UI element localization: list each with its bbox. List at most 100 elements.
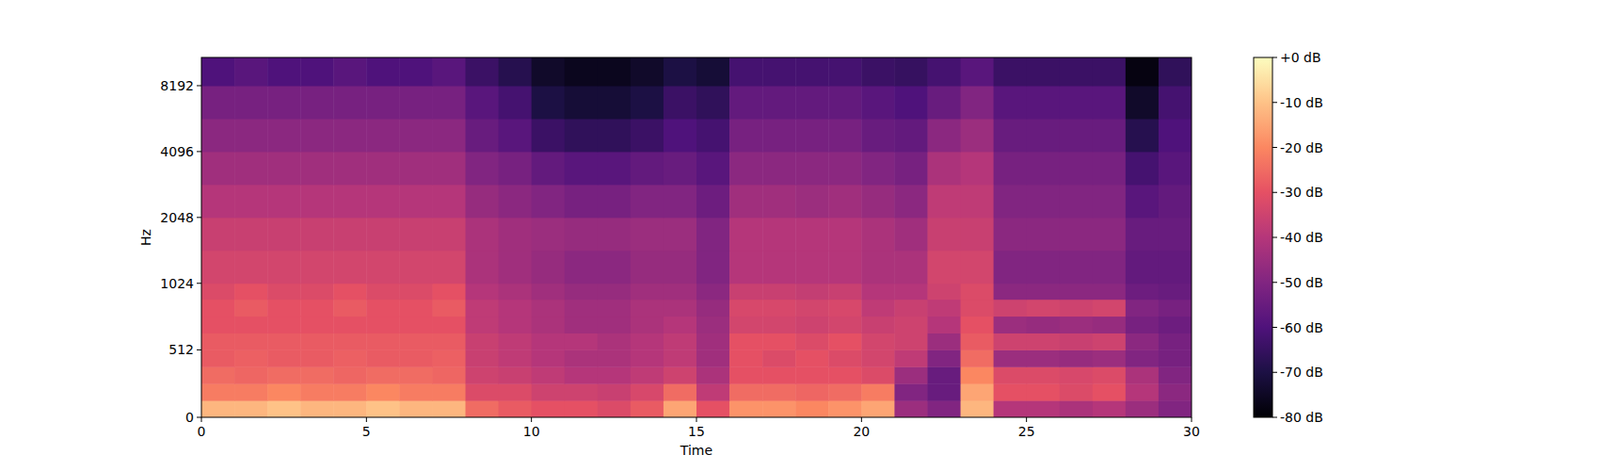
- cell: [927, 85, 961, 119]
- cell: [333, 383, 368, 400]
- cell: [828, 316, 863, 334]
- cell: [366, 400, 400, 417]
- cell: [630, 383, 665, 400]
- cell: [1158, 400, 1192, 417]
- cell: [465, 349, 500, 367]
- cell: [531, 316, 566, 334]
- cell: [366, 383, 400, 400]
- cell: [795, 217, 830, 251]
- cell: [234, 217, 269, 251]
- y-tick: [196, 349, 202, 351]
- cell: [300, 151, 335, 185]
- cell: [762, 283, 797, 300]
- cell: [1158, 184, 1192, 218]
- cell: [300, 400, 335, 417]
- cell: [366, 283, 400, 300]
- x-tick-label: 25: [1018, 423, 1036, 439]
- cell: [531, 400, 566, 417]
- cell: [894, 349, 928, 367]
- cell: [1158, 349, 1192, 367]
- cell: [267, 250, 302, 284]
- cell: [1092, 283, 1127, 300]
- cell: [432, 151, 466, 185]
- cell: [663, 184, 698, 218]
- cell: [1125, 85, 1160, 119]
- cell: [960, 250, 995, 284]
- cell: [498, 332, 533, 350]
- cell: [1059, 400, 1094, 417]
- cell: [828, 349, 863, 367]
- cell: [795, 316, 830, 334]
- cell: [960, 85, 995, 119]
- colorbar-tick: [1272, 371, 1278, 373]
- colorbar-tick-label: -50 dB: [1280, 274, 1324, 290]
- cell: [630, 217, 665, 251]
- cell: [993, 184, 1028, 218]
- cell: [432, 299, 466, 317]
- cell: [993, 118, 1028, 152]
- x-tick-label: 30: [1183, 423, 1200, 439]
- cell: [432, 217, 466, 251]
- cell: [1158, 332, 1192, 350]
- cell: [333, 151, 368, 185]
- cell: [1092, 184, 1127, 218]
- cell: [696, 316, 731, 334]
- cell: [300, 349, 335, 367]
- cell: [300, 118, 335, 152]
- cell: [1059, 283, 1094, 300]
- cell: [1092, 316, 1127, 334]
- cell: [1059, 118, 1094, 152]
- cell: [1158, 383, 1192, 400]
- cell: [564, 332, 599, 350]
- cell: [828, 299, 863, 317]
- cell: [927, 316, 961, 334]
- cell: [597, 332, 632, 350]
- cell: [234, 299, 269, 317]
- cell: [663, 151, 698, 185]
- cell: [960, 383, 995, 400]
- cell: [201, 383, 236, 400]
- cell: [399, 184, 433, 218]
- cell: [795, 366, 830, 384]
- cell: [1026, 283, 1061, 300]
- cell: [531, 332, 566, 350]
- cell: [564, 316, 599, 334]
- cell: [300, 366, 335, 384]
- cell: [927, 151, 961, 185]
- cell: [861, 217, 896, 251]
- cell: [564, 151, 599, 185]
- cell: [1158, 151, 1192, 185]
- cell: [1125, 184, 1160, 218]
- cell: [795, 283, 830, 300]
- cell: [465, 383, 500, 400]
- cell: [696, 85, 731, 119]
- cell: [1026, 316, 1061, 334]
- cell: [531, 85, 566, 119]
- cell: [300, 217, 335, 251]
- cell: [927, 184, 961, 218]
- colorbar-tick-label: -70 dB: [1280, 364, 1324, 380]
- cell: [234, 366, 269, 384]
- cell: [729, 400, 764, 417]
- cell: [564, 217, 599, 251]
- cell: [1158, 316, 1192, 334]
- cell: [432, 316, 466, 334]
- cell: [300, 283, 335, 300]
- cell: [564, 184, 599, 218]
- cell: [597, 299, 632, 317]
- cell: [267, 184, 302, 218]
- cell: [1125, 283, 1160, 300]
- cell: [267, 383, 302, 400]
- cell: [630, 283, 665, 300]
- cell: [630, 316, 665, 334]
- y-tick-label: 8192: [160, 78, 194, 94]
- cell: [498, 217, 533, 251]
- x-tick: [1025, 416, 1027, 422]
- colorbar-tick-label: -30 dB: [1280, 184, 1324, 200]
- cell: [465, 57, 500, 86]
- cell: [1026, 250, 1061, 284]
- cell: [333, 332, 368, 350]
- cell: [795, 400, 830, 417]
- cell: [1026, 400, 1061, 417]
- x-tick: [696, 416, 698, 422]
